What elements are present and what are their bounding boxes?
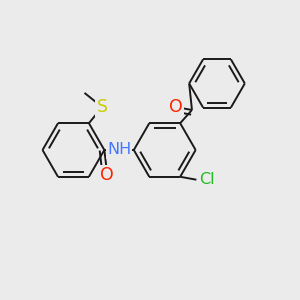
Text: Cl: Cl bbox=[199, 172, 215, 187]
Text: O: O bbox=[169, 98, 183, 116]
Text: O: O bbox=[100, 166, 114, 184]
Text: NH: NH bbox=[107, 142, 131, 158]
Text: S: S bbox=[97, 98, 108, 116]
